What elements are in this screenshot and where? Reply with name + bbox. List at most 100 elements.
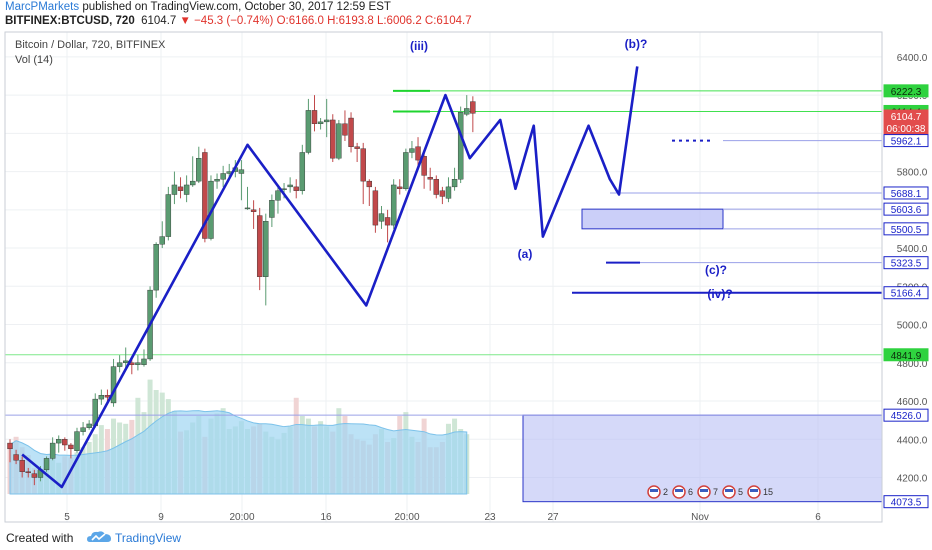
candle-body[interactable] — [263, 221, 269, 277]
candle-body[interactable] — [323, 119, 330, 123]
candle-body[interactable] — [390, 184, 397, 226]
candle-body[interactable] — [457, 112, 464, 180]
candle-body[interactable] — [256, 215, 263, 277]
candle-body[interactable] — [354, 146, 360, 149]
author-link[interactable]: MarcPMarkets — [5, 1, 80, 13]
candle-body[interactable] — [372, 190, 379, 226]
candle-body[interactable] — [287, 184, 293, 188]
y-tick-label: 4200.0 — [897, 473, 928, 484]
candle-body[interactable] — [116, 362, 123, 367]
candle-body[interactable] — [366, 180, 373, 188]
candle-body[interactable] — [183, 184, 190, 195]
candle-body[interactable] — [189, 180, 196, 186]
candle-body[interactable] — [135, 362, 141, 365]
candle-body[interactable] — [196, 157, 202, 182]
tradingview-brand-link[interactable]: TradingView — [115, 531, 182, 545]
candle-body[interactable] — [317, 121, 324, 124]
candle-body[interactable] — [7, 442, 13, 450]
wave-label: (iv)? — [707, 287, 732, 301]
candle-body[interactable] — [464, 108, 470, 115]
chart-header: MarcPMarkets published on TradingView.co… — [0, 0, 932, 30]
y-tick-label: 6400.0 — [897, 53, 928, 64]
candle-body[interactable] — [165, 194, 172, 237]
tradingview-cloud-icon[interactable] — [86, 529, 112, 545]
price-chart[interactable]: Bitcoin / Dollar, 720, BITFINEX Vol (14)… — [0, 0, 932, 526]
candle-body[interactable] — [98, 395, 105, 400]
x-tick-label: 9 — [158, 512, 164, 523]
candle-body[interactable] — [220, 173, 226, 180]
price-label: 5962.1 — [891, 137, 922, 148]
y-tick-label: 4800.0 — [897, 359, 928, 370]
candle-body[interactable] — [378, 213, 385, 222]
price-label: 6222.3 — [891, 87, 922, 98]
candle-body[interactable] — [62, 439, 68, 446]
candle-body[interactable] — [421, 156, 427, 176]
candle-body[interactable] — [360, 148, 366, 182]
candle-body[interactable] — [31, 473, 38, 478]
down-arrow-icon: ▼ — [179, 15, 191, 27]
candle-body[interactable] — [13, 454, 19, 461]
candle-body[interactable] — [409, 148, 415, 153]
candle-body[interactable] — [415, 146, 421, 161]
candle-body[interactable] — [427, 177, 433, 180]
candle-body[interactable] — [293, 186, 299, 191]
candle-body[interactable] — [49, 442, 56, 459]
candle-body[interactable] — [342, 123, 348, 136]
candle-body[interactable] — [244, 207, 251, 210]
candle-body[interactable] — [348, 117, 354, 147]
x-tick-label: 20:00 — [394, 512, 419, 523]
candle-body[interactable] — [214, 179, 220, 182]
candle-body[interactable] — [19, 460, 25, 472]
candle-body[interactable] — [56, 439, 62, 444]
volume-ma-area — [9, 410, 468, 495]
event-count: 6 — [688, 487, 693, 497]
candle-body[interactable] — [269, 200, 275, 218]
event-flag-stripe — [650, 489, 658, 492]
candle-body[interactable] — [281, 188, 287, 190]
candle-body[interactable] — [25, 471, 31, 473]
event-flag-stripe — [750, 489, 758, 492]
candle-body[interactable] — [445, 186, 452, 199]
price-labels: 6222.36114.46104.706:00:385962.15688.156… — [883, 84, 929, 509]
wave-labels: (iii) (b)? (a) (c)? (iv)? — [410, 37, 733, 301]
candle-body[interactable] — [299, 152, 306, 191]
candle-body[interactable] — [275, 190, 281, 201]
candle-body[interactable] — [403, 152, 409, 189]
candle-body[interactable] — [86, 423, 92, 428]
candle-body[interactable] — [159, 236, 165, 245]
candle-body[interactable] — [433, 179, 439, 195]
event-count: 15 — [763, 487, 773, 497]
ohlc-values: O:6166.0 H:6193.8 L:6006.2 C:6104.7 — [276, 15, 472, 27]
candle-body[interactable] — [384, 217, 391, 226]
candle-body[interactable] — [171, 184, 178, 195]
candle-body[interactable] — [336, 123, 342, 159]
candle-body[interactable] — [439, 190, 446, 197]
candle-body[interactable] — [397, 186, 403, 189]
candle-body[interactable] — [141, 358, 147, 365]
candle-body[interactable] — [451, 179, 458, 188]
price-label: 5166.4 — [891, 289, 922, 300]
candle-body[interactable] — [202, 152, 208, 239]
candle-body[interactable] — [68, 444, 74, 450]
candle-body[interactable] — [80, 427, 86, 432]
volume-histogram — [7, 379, 470, 495]
candle-body[interactable] — [153, 244, 159, 291]
candle-body[interactable] — [74, 431, 80, 451]
candle-body[interactable] — [470, 101, 476, 114]
price-label-bg — [883, 348, 929, 362]
candle-body[interactable] — [305, 110, 312, 153]
price-label-bg — [883, 222, 929, 236]
candle-body[interactable] — [177, 186, 184, 191]
candle-body[interactable] — [43, 458, 50, 471]
candle-body[interactable] — [250, 209, 257, 212]
candle-body[interactable] — [104, 395, 111, 398]
wave-path[interactable] — [21, 66, 639, 489]
x-tick-label: 27 — [547, 512, 559, 523]
last-price: 6104.7 — [141, 15, 177, 27]
candle-body[interactable] — [123, 360, 129, 363]
candle-body[interactable] — [311, 110, 318, 124]
wave-label: (a) — [518, 247, 533, 261]
event-flag-stripe — [700, 489, 708, 492]
candle-body[interactable] — [330, 119, 336, 159]
candle-body[interactable] — [238, 169, 245, 174]
